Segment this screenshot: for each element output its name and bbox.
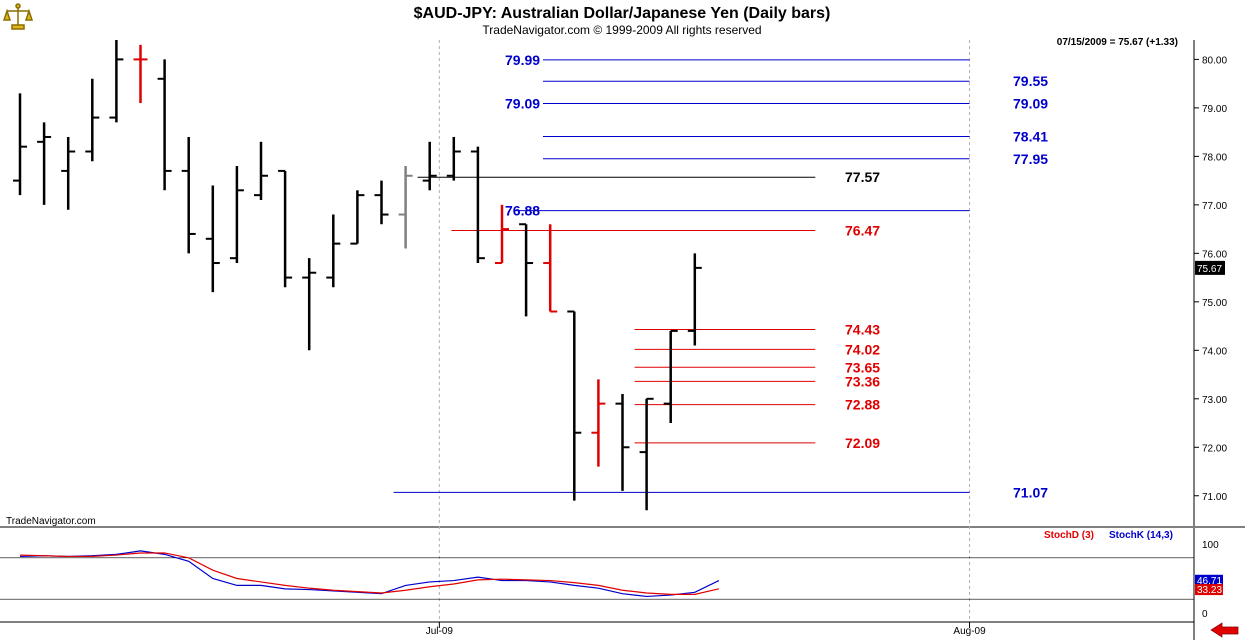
ohlc-bar bbox=[567, 310, 582, 501]
ohlc-bar bbox=[663, 329, 678, 424]
level-label: 79.55 bbox=[1013, 73, 1048, 89]
stoch-axis: 100 0 bbox=[1202, 540, 1219, 620]
y-tick-label: 71.00 bbox=[1202, 492, 1227, 503]
ohlc-bar bbox=[13, 93, 27, 196]
ohlc-bar bbox=[591, 379, 606, 467]
logo[interactable] bbox=[2, 2, 34, 32]
level-label: 76.47 bbox=[845, 223, 880, 239]
ohlc-bar bbox=[422, 141, 437, 191]
y-tick-label: 73.00 bbox=[1202, 395, 1227, 406]
y-tick-label: 76.00 bbox=[1202, 249, 1227, 260]
stoch-d-value-box bbox=[1195, 584, 1223, 596]
y-tick-label: 72.00 bbox=[1202, 443, 1227, 454]
ohlc-bar bbox=[61, 136, 76, 210]
stoch-series-line bbox=[19, 550, 720, 598]
ohlc-bar bbox=[615, 393, 630, 491]
stoch-grid bbox=[0, 557, 1194, 600]
ohlc-bar bbox=[446, 136, 461, 181]
ohlc-bar bbox=[398, 166, 413, 249]
stoch-y-tick-label: 0 bbox=[1202, 609, 1208, 620]
stoch-d-value: 33.23 bbox=[1197, 585, 1222, 596]
price-axis: 71.00 72.00 73.00 74.00 75.00 76.00 77.00 78.00… bbox=[1194, 55, 1227, 503]
legend-stoch-k: StochK (14,3) bbox=[1109, 530, 1173, 541]
level-label: 73.36 bbox=[845, 373, 880, 389]
level-label: 79.09 bbox=[505, 96, 540, 112]
ohlc-bar bbox=[109, 40, 124, 123]
level-label: 76.88 bbox=[505, 203, 540, 219]
ohlc-bar bbox=[254, 141, 268, 200]
nav-button[interactable] bbox=[1207, 622, 1243, 639]
legend-stoch-d: StochD (3) bbox=[1044, 530, 1094, 541]
ohlc-bar bbox=[278, 169, 293, 288]
y-tick-label: 79.00 bbox=[1202, 104, 1227, 115]
watermark: TradeNavigator.com bbox=[6, 516, 96, 527]
ohlc-bar bbox=[374, 180, 389, 225]
chart-title: $AUD-JPY: Australian Dollar/Japanese Yen… bbox=[414, 5, 831, 22]
level-label: 78.41 bbox=[1013, 128, 1048, 144]
chart-subtitle: TradeNavigator.com © 1999-2009 All right… bbox=[482, 23, 761, 37]
x-tick-label: Aug-09 bbox=[953, 626, 986, 637]
ohlc-bar bbox=[543, 224, 558, 313]
ohlc-bar bbox=[639, 397, 654, 511]
stoch-series-line bbox=[19, 552, 720, 595]
red-left-arrow-icon bbox=[1210, 622, 1239, 638]
ohlc-bar bbox=[37, 122, 52, 205]
price-grid bbox=[438, 40, 971, 622]
ohlc-bar bbox=[205, 185, 220, 293]
y-tick-label: 74.00 bbox=[1202, 346, 1227, 357]
last-price-box bbox=[1195, 260, 1225, 275]
ohlc-bar bbox=[350, 190, 365, 245]
level-label: 72.09 bbox=[845, 435, 880, 451]
ohlc-bar bbox=[157, 59, 172, 191]
level-label: 74.02 bbox=[845, 341, 880, 357]
ohlc-bar bbox=[470, 146, 485, 264]
level-label: 71.07 bbox=[1013, 484, 1048, 500]
ohlc-bars bbox=[13, 40, 702, 511]
level-label: 72.88 bbox=[845, 397, 880, 413]
ohlc-bar bbox=[495, 204, 509, 265]
ohlc-bar bbox=[229, 166, 244, 264]
time-axis: Jul-09 Aug-09 bbox=[426, 622, 986, 637]
ohlc-bar bbox=[519, 223, 534, 317]
level-label: 79.09 bbox=[1013, 96, 1048, 112]
stoch-k-value: 46.71 bbox=[1197, 576, 1222, 587]
last-price-label: 75.67 bbox=[1197, 264, 1222, 275]
last-price-marker: 75.67 bbox=[1195, 260, 1225, 275]
ohlc-bar bbox=[133, 44, 148, 104]
ohlc-bar bbox=[687, 253, 702, 346]
y-tick-label: 75.00 bbox=[1202, 298, 1227, 309]
level-label: 77.57 bbox=[845, 169, 880, 185]
scales-logo-icon bbox=[2, 3, 34, 30]
ohlc-bar bbox=[181, 136, 196, 254]
y-tick-label: 80.00 bbox=[1202, 55, 1227, 66]
stoch-y-tick-label: 100 bbox=[1202, 540, 1219, 551]
level-label: 73.65 bbox=[845, 359, 880, 375]
level-label: 74.43 bbox=[845, 321, 880, 337]
last-quote: 07/15/2009 = 75.67 (+1.33) bbox=[1057, 37, 1178, 48]
ohlc-bar bbox=[85, 78, 100, 162]
level-label: 79.99 bbox=[505, 52, 540, 68]
x-tick-label: Jul-09 bbox=[426, 626, 454, 637]
stoch-legend: StochD (3) StochK (14,3) bbox=[1044, 530, 1173, 541]
y-tick-label: 78.00 bbox=[1202, 152, 1227, 163]
price-levels: 79.99 79.55 79.09 79.09 78.41 77.95 77.57 76.88… bbox=[393, 52, 1048, 500]
stoch-k-value-box bbox=[1195, 574, 1223, 586]
level-label: 77.95 bbox=[1013, 151, 1048, 167]
y-tick-label: 77.00 bbox=[1202, 201, 1227, 212]
ohlc-bar bbox=[302, 258, 317, 351]
ohlc-bar bbox=[326, 214, 341, 288]
